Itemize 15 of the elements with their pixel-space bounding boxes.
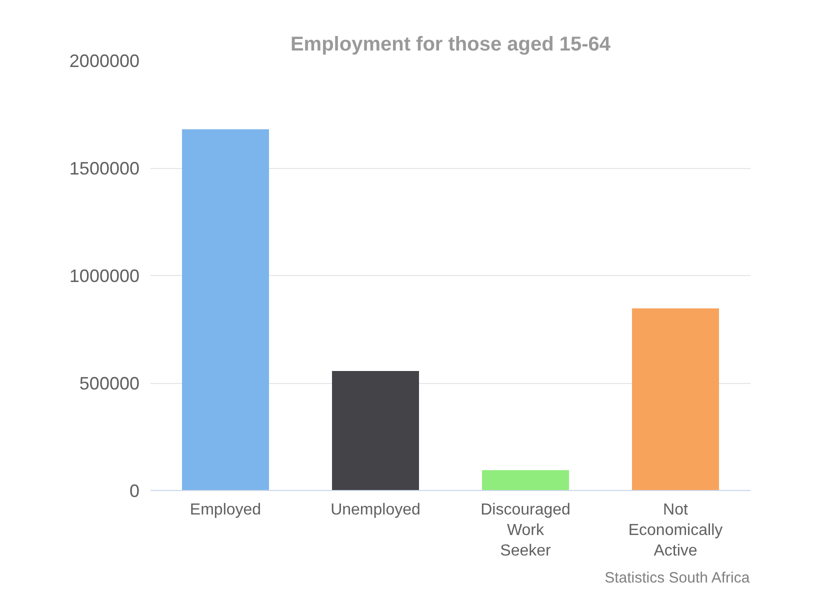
bar xyxy=(332,370,419,490)
y-tick-label: 1000000 xyxy=(69,266,140,286)
x-tick-label: Unemployed xyxy=(330,502,420,518)
bar xyxy=(182,129,269,490)
x-tick-label: Employed xyxy=(190,502,262,518)
x-tick-label: Discouraged Work Seeker xyxy=(480,502,570,560)
bar xyxy=(482,470,569,490)
x-tick-label: Not Economically Active xyxy=(628,502,723,560)
text: Statistics South Africa xyxy=(604,570,750,586)
y-tick-label: 2000000 xyxy=(69,51,140,71)
bar xyxy=(632,308,719,490)
y-tick-label: 500000 xyxy=(79,374,140,394)
y-tick-label: 0 xyxy=(129,481,140,501)
chart-title: Employment for those aged 15-64 xyxy=(290,34,612,56)
y-tick-label: 1500000 xyxy=(69,158,140,178)
